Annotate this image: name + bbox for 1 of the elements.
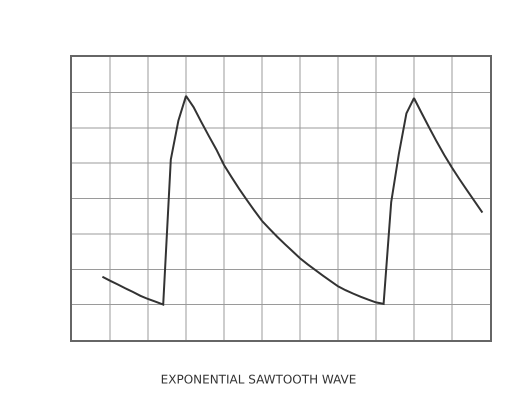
text: EXPONENTIAL SAWTOOTH WAVE: [160, 372, 356, 386]
